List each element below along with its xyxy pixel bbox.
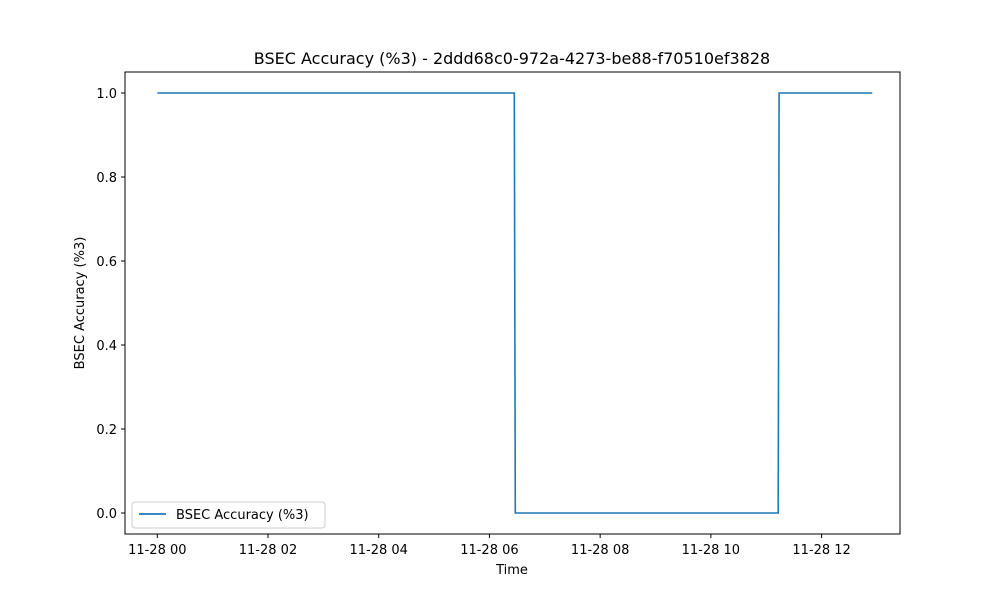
x-tick-label: 11-28 04 <box>349 543 407 558</box>
y-tick-label: 0.4 <box>96 339 117 354</box>
y-tick-label: 0.8 <box>96 171 117 186</box>
y-tick-label: 0.6 <box>96 255 117 270</box>
x-tick-label: 11-28 06 <box>460 543 518 558</box>
legend-box <box>131 501 326 529</box>
legend-label: BSEC Accuracy (%3) <box>176 508 309 523</box>
plot-area <box>124 71 901 535</box>
y-tick-label: 1.0 <box>96 87 117 102</box>
x-tick-label: 11-28 00 <box>128 543 186 558</box>
series-layer <box>157 92 873 514</box>
y-tick-label: 0.2 <box>96 423 117 438</box>
x-tick-label: 11-28 10 <box>682 543 740 558</box>
axis-ticks: 11-28 00 11-28 02 11-28 04 11-28 06 11-28 08… <box>96 87 850 558</box>
plot-frame <box>124 71 901 535</box>
legend: BSEC Accuracy (%3) <box>131 501 326 529</box>
x-tick-label: 11-28 08 <box>571 543 629 558</box>
x-axis-label: Time <box>495 563 528 578</box>
y-tick-label: 0.0 <box>96 507 117 522</box>
y-axis-label: BSEC Accuracy (%3) <box>73 237 88 370</box>
x-tick-label: 11-28 12 <box>792 543 850 558</box>
x-tick-label: 11-28 02 <box>239 543 297 558</box>
chart-title: BSEC Accuracy (%3) - 2ddd68c0-972a-4273-… <box>254 49 770 68</box>
series-line <box>157 92 873 514</box>
